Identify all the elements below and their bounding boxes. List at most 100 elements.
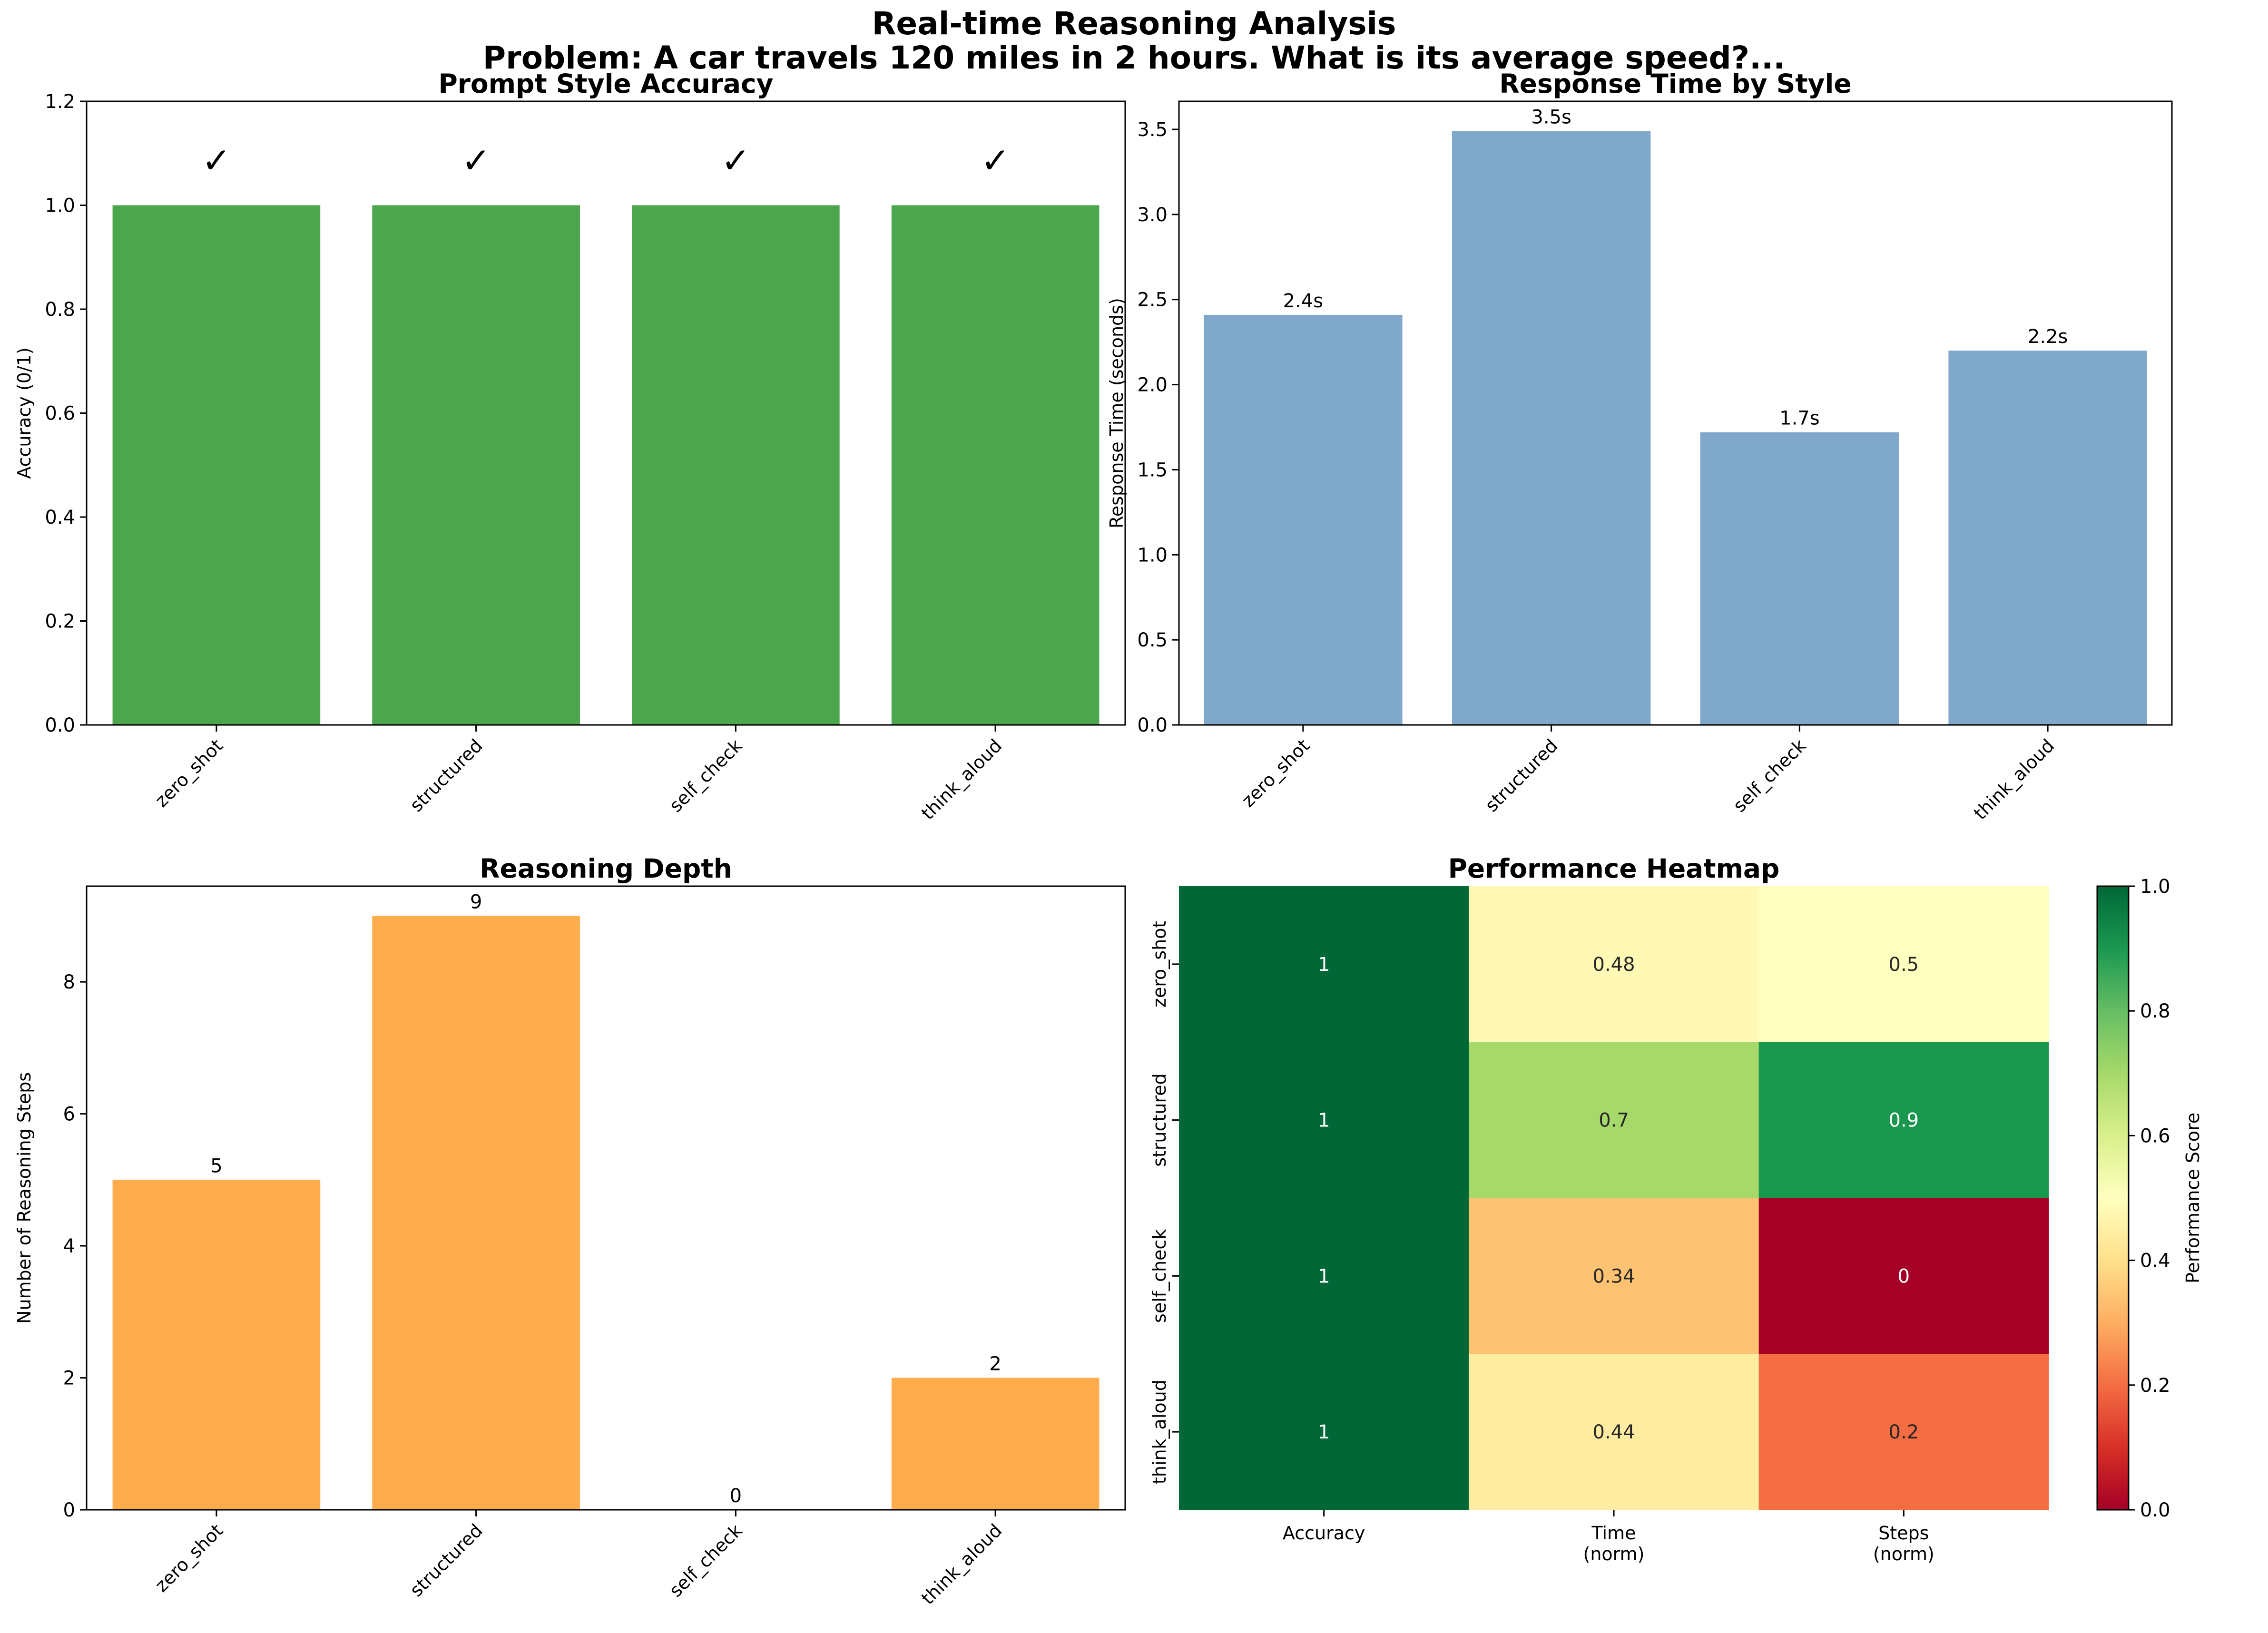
heatmap-cell: [1469, 1354, 1759, 1510]
heatmap-cell: [1758, 1198, 2049, 1354]
heatmap-cell-value: 1: [1318, 954, 1330, 976]
reasoning-depth-x-tick-label: self_check: [665, 1520, 746, 1601]
heatmap-col-label: (norm): [1873, 1544, 1934, 1565]
heatmap-cell: [1179, 886, 1469, 1043]
accuracy-bar: [372, 205, 580, 725]
accuracy-bar: [891, 205, 1100, 725]
colorbar-tick-label: 0.8: [2140, 1000, 2170, 1022]
response-time-y-tick-label: 0.0: [1137, 714, 1168, 736]
response-time-bar: [1700, 432, 1899, 725]
heatmap-cell: [1469, 1042, 1759, 1199]
accuracy-y-tick-label: 0.2: [45, 611, 75, 633]
reasoning-depth-y-tick-label: 6: [63, 1104, 75, 1125]
plot-axes: [80, 100, 2173, 1516]
heatmap-cell-value: 0.5: [1889, 954, 1919, 976]
heatmap-col-label: Accuracy: [1283, 1523, 1365, 1544]
heatmap-cell-value: 1: [1318, 1110, 1330, 1132]
reasoning-depth-title: Reasoning Depth: [480, 853, 732, 884]
colorbar-label: Performance Score: [2182, 1113, 2203, 1283]
heatmap-cell: [1179, 1042, 1469, 1199]
heatmap-cell: [1179, 1354, 1469, 1510]
response-time-y-tick-label: 2.0: [1137, 374, 1168, 396]
response-time-y-tick-label: 1.0: [1137, 544, 1168, 566]
heatmap-row-label: self_check: [1149, 1229, 1170, 1323]
reasoning-depth-y-axis-label: Number of Reasoning Steps: [14, 1072, 35, 1324]
colorbar-gradient: [2097, 886, 2129, 1510]
response-time-title: Response Time by Style: [1499, 68, 1851, 99]
heatmap-col-label: (norm): [1583, 1544, 1645, 1565]
heatmap-cell-value: 0.44: [1592, 1421, 1635, 1443]
response-time-y-tick-label: 3.0: [1137, 204, 1168, 226]
response-time-data-label: 2.4s: [1283, 290, 1323, 312]
accuracy-x-tick-label: self_check: [665, 735, 746, 816]
response-time-x-tick-label: structured: [1481, 735, 1562, 816]
heatmap-cell: [1469, 1198, 1759, 1354]
accuracy-x-tick-label: zero_shot: [151, 735, 227, 811]
response-time-y-tick-label: 3.5: [1137, 119, 1168, 141]
heatmap-row-label: zero_shot: [1149, 921, 1170, 1007]
accuracy-data-label: ✓: [202, 140, 231, 181]
reasoning-depth-bar: [372, 916, 580, 1510]
colorbar-tick-label: 0.6: [2140, 1125, 2170, 1147]
accuracy-data-label: ✓: [981, 140, 1010, 181]
heatmap-col-label: Time: [1591, 1523, 1636, 1544]
accuracy-x-tick-label: structured: [406, 735, 487, 816]
heatmap-cell-value: 0.9: [1889, 1110, 1919, 1132]
heatmap-cell-value: 0.48: [1592, 954, 1635, 976]
response-time-x-tick-label: think_aloud: [1970, 735, 2059, 824]
reasoning-depth-frame: [86, 885, 1126, 1511]
reasoning-depth-data-label: 5: [210, 1155, 222, 1177]
reasoning-depth-x-tick-label: structured: [406, 1520, 487, 1601]
heatmap-cell: [1758, 886, 2049, 1043]
reasoning-depth-data-label: 2: [989, 1353, 1001, 1375]
figure-title: Real-time Reasoning Analysis: [872, 5, 1396, 42]
accuracy-y-tick-label: 0.8: [45, 299, 75, 321]
response-time-y-tick-label: 0.5: [1137, 629, 1168, 651]
response-time-bar: [1948, 351, 2147, 725]
colorbar-tick-label: 0.0: [2140, 1499, 2170, 1521]
accuracy-y-tick-label: 0.4: [45, 507, 75, 528]
accuracy-y-tick-label: 1.0: [45, 195, 75, 217]
plot-fills: [112, 131, 2147, 1510]
reasoning-depth-data-label: 0: [730, 1485, 742, 1507]
reasoning-depth-y-tick-label: 4: [63, 1235, 75, 1257]
colorbar-tick-label: 0.2: [2140, 1375, 2170, 1397]
response-time-frame: [1178, 100, 2173, 726]
colorbar-frame: [2096, 885, 2130, 1511]
accuracy-y-tick-label: 0.0: [45, 714, 75, 736]
accuracy-data-label: ✓: [461, 140, 491, 181]
accuracy-y-tick-label: 0.6: [45, 403, 75, 425]
response-time-bar: [1204, 314, 1403, 725]
response-time-y-tick-label: 1.5: [1137, 459, 1168, 481]
reasoning-depth-bar: [891, 1378, 1100, 1510]
accuracy-x-tick-label: think_aloud: [917, 735, 1006, 824]
reasoning-depth-x-tick-label: zero_shot: [151, 1520, 227, 1596]
heatmap-cell-value: 1: [1318, 1421, 1330, 1443]
reasoning-depth-y-tick-label: 0: [63, 1499, 75, 1521]
response-time-data-label: 2.2s: [2028, 326, 2068, 348]
colorbar-tick-label: 1.0: [2140, 876, 2170, 898]
response-time-data-label: 1.7s: [1779, 408, 1819, 430]
response-time-data-label: 3.5s: [1531, 107, 1571, 128]
heatmap-cell-value: 0.34: [1592, 1265, 1635, 1287]
accuracy-y-tick-label: 1.2: [45, 91, 75, 113]
heatmap-cell-value: 0.7: [1599, 1110, 1629, 1132]
heatmap-cell-value: 0.2: [1889, 1421, 1919, 1443]
response-time-bar: [1452, 131, 1651, 725]
accuracy-bar: [112, 205, 321, 725]
heatmap-cell-value: 0: [1898, 1265, 1910, 1287]
heatmap-col-label: Steps: [1878, 1523, 1929, 1544]
response-time-y-axis-label: Response Time (seconds): [1106, 298, 1127, 528]
response-time-x-tick-label: self_check: [1729, 735, 1810, 816]
response-time-y-tick-label: 2.5: [1137, 289, 1168, 311]
heatmap-cell: [1758, 1042, 2049, 1199]
heatmap-cell: [1469, 886, 1759, 1043]
accuracy-title: Prompt Style Accuracy: [438, 68, 773, 99]
heatmap-cell: [1758, 1354, 2049, 1510]
reasoning-depth-y-tick-label: 8: [63, 971, 75, 993]
reasoning-depth-y-tick-label: 2: [63, 1368, 75, 1389]
reasoning-depth-bar: [112, 1180, 321, 1510]
heatmap-row-label: think_aloud: [1149, 1379, 1170, 1484]
reasoning-depth-x-tick-label: think_aloud: [917, 1520, 1006, 1609]
